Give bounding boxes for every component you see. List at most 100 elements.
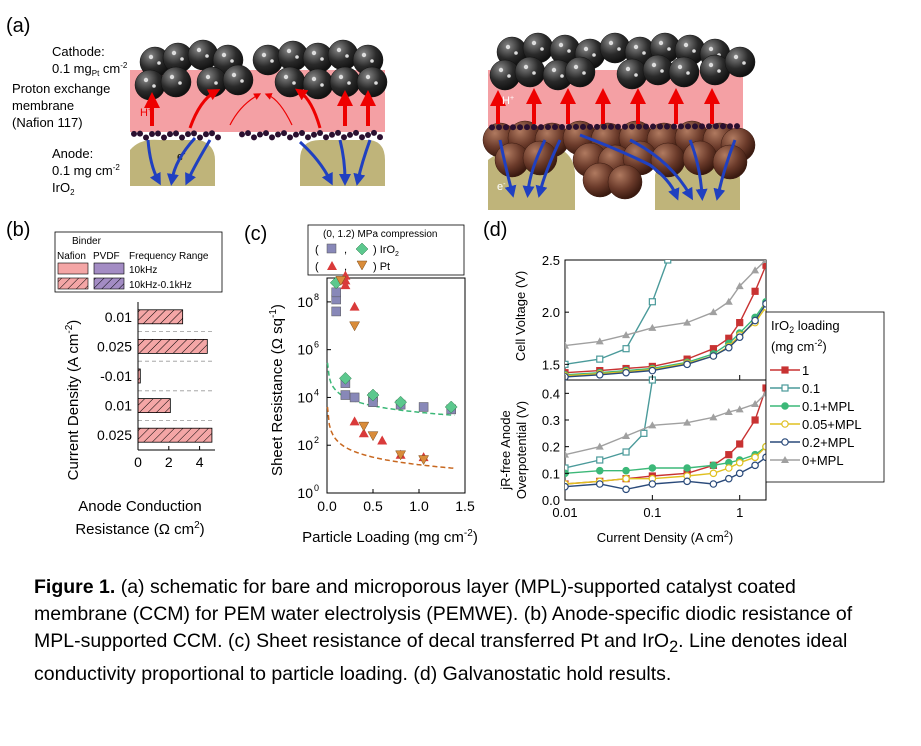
category-label: 0.01 (105, 398, 132, 414)
pt-sphere-highlight (230, 59, 234, 63)
data-point-square (340, 390, 351, 400)
iro2-dot (359, 134, 365, 141)
pt-sphere-highlight (514, 51, 518, 55)
pt-sphere-highlight (551, 67, 557, 73)
iro2-dot (573, 123, 579, 130)
iro2-dot (636, 123, 642, 130)
data-point-triangle (340, 275, 351, 285)
data-marker-circle (595, 466, 604, 475)
data-point-invtriangle (367, 431, 379, 442)
x-tick-label: 1.5 (455, 498, 475, 514)
pt-sphere-highlight (336, 47, 342, 53)
data-marker-triangle (709, 308, 718, 316)
legend-marker-square (326, 243, 337, 254)
pt-sphere-highlight (370, 59, 374, 63)
data-marker-triangle (762, 260, 766, 263)
data-marker-circle (595, 370, 604, 379)
plot-area (565, 260, 766, 494)
bar (137, 398, 171, 414)
mpl-sphere (712, 144, 748, 180)
iro2-dot (377, 134, 383, 141)
pt-catalyst-particles (134, 39, 388, 101)
data-marker-triangle (622, 331, 631, 339)
data-marker-triangle (762, 389, 766, 397)
legend-frequency-title: Frequency Range (129, 251, 209, 262)
x-tick-label: 0.0 (317, 498, 337, 514)
iro2-dot (185, 131, 191, 138)
pt-sphere-highlight (625, 66, 631, 72)
x-tick-label: 2 (165, 454, 173, 470)
iro2-dot (608, 123, 614, 130)
figure-caption: Figure 1. (a) schematic for bare and mic… (34, 576, 853, 685)
legend-label: 0.05+MPL (802, 417, 862, 432)
pt-sphere (222, 64, 254, 96)
data-marker-circle (622, 474, 630, 483)
category-label: -0.01 (100, 368, 132, 384)
panel-d-top-ylabel: Cell Voltage (V) (513, 271, 528, 361)
pt-sphere-highlight (692, 49, 696, 53)
pt-sphere-highlight (642, 51, 646, 55)
pt-sphere-highlight (196, 47, 202, 53)
svg-text:,: , (344, 261, 347, 273)
pt-sphere-highlight (240, 79, 244, 83)
pt-sphere-highlight (157, 61, 161, 65)
data-marker-square (762, 261, 766, 269)
pt-sphere-highlight (169, 74, 175, 80)
pt-sphere-highlight (608, 40, 614, 46)
panel-b-xlabel-1: Anode Conduction (78, 498, 201, 515)
y-tick-exponent: 8 (314, 292, 319, 302)
iro2-dot (335, 129, 341, 136)
data-marker-triangle (565, 341, 569, 349)
data-marker-circle (724, 464, 733, 472)
data-marker-triangle (751, 400, 760, 407)
iro2-dot (664, 123, 670, 130)
data-marker-circle (622, 368, 630, 377)
pt-sphere (564, 56, 596, 88)
iro2-dot (251, 134, 257, 141)
data-marker-triangle (565, 450, 569, 458)
panel-b-label: (b) (6, 219, 30, 241)
data-marker-triangle (735, 405, 744, 413)
y-tick-label: 10 (297, 389, 313, 405)
iro2-dot (323, 134, 329, 141)
iro2-dot (489, 124, 495, 131)
electron-arrows (498, 133, 737, 201)
pt-sphere-highlight (505, 44, 511, 50)
legend-label: 0.1 (802, 381, 820, 396)
pt-sphere-highlight (214, 81, 218, 85)
data-marker-circle (648, 480, 657, 488)
panel-c-legend: (0, 1.2) MPa compression ( , ) IrO2 ( , … (307, 224, 465, 276)
data-point-triangle (349, 416, 360, 426)
x-tick-label: 4 (196, 454, 204, 470)
panel-b-xlabel-2: Resistance (Ω cm2) (75, 520, 204, 538)
data-marker-square (565, 464, 569, 472)
iro2-dot (566, 123, 572, 130)
iro2-dot (601, 123, 607, 130)
data-marker-triangle (648, 323, 657, 331)
cathode-loading: 0.1 mgPt cm-2 (52, 61, 128, 78)
panel-d-bottom-ylabel-1: jR-free Anode (498, 410, 513, 491)
panel-d-legend: IrO2 loading (mg cm-2) 1 0.1 0.1+MPL 0.05+M… (765, 311, 885, 483)
anode-loading: 0.1 mg cm-2 (52, 163, 120, 178)
iro2-dot (524, 124, 530, 131)
pt-sphere-highlight (633, 44, 639, 50)
data-marker-triangle (622, 432, 631, 439)
pt-sphere-highlight (148, 54, 154, 60)
data-marker-circle (709, 461, 718, 470)
pt-sphere-highlight (708, 46, 714, 52)
legend-swatch-nafion-10khz (57, 262, 89, 275)
x-tick-label: 0.1 (643, 505, 661, 520)
data-marker-circle (709, 469, 718, 478)
iro2-dot (317, 129, 323, 136)
pt-sphere (642, 54, 674, 86)
pt-sphere (187, 39, 219, 71)
iro2-dot (341, 134, 347, 141)
svg-text:) IrO2: ) IrO2 (373, 244, 399, 258)
proton-arrows (490, 88, 720, 124)
pt-catalyst-particles (489, 32, 756, 91)
data-marker-circle (565, 482, 569, 491)
iro2-dot (245, 130, 251, 137)
data-point-invtriangle (358, 421, 370, 432)
